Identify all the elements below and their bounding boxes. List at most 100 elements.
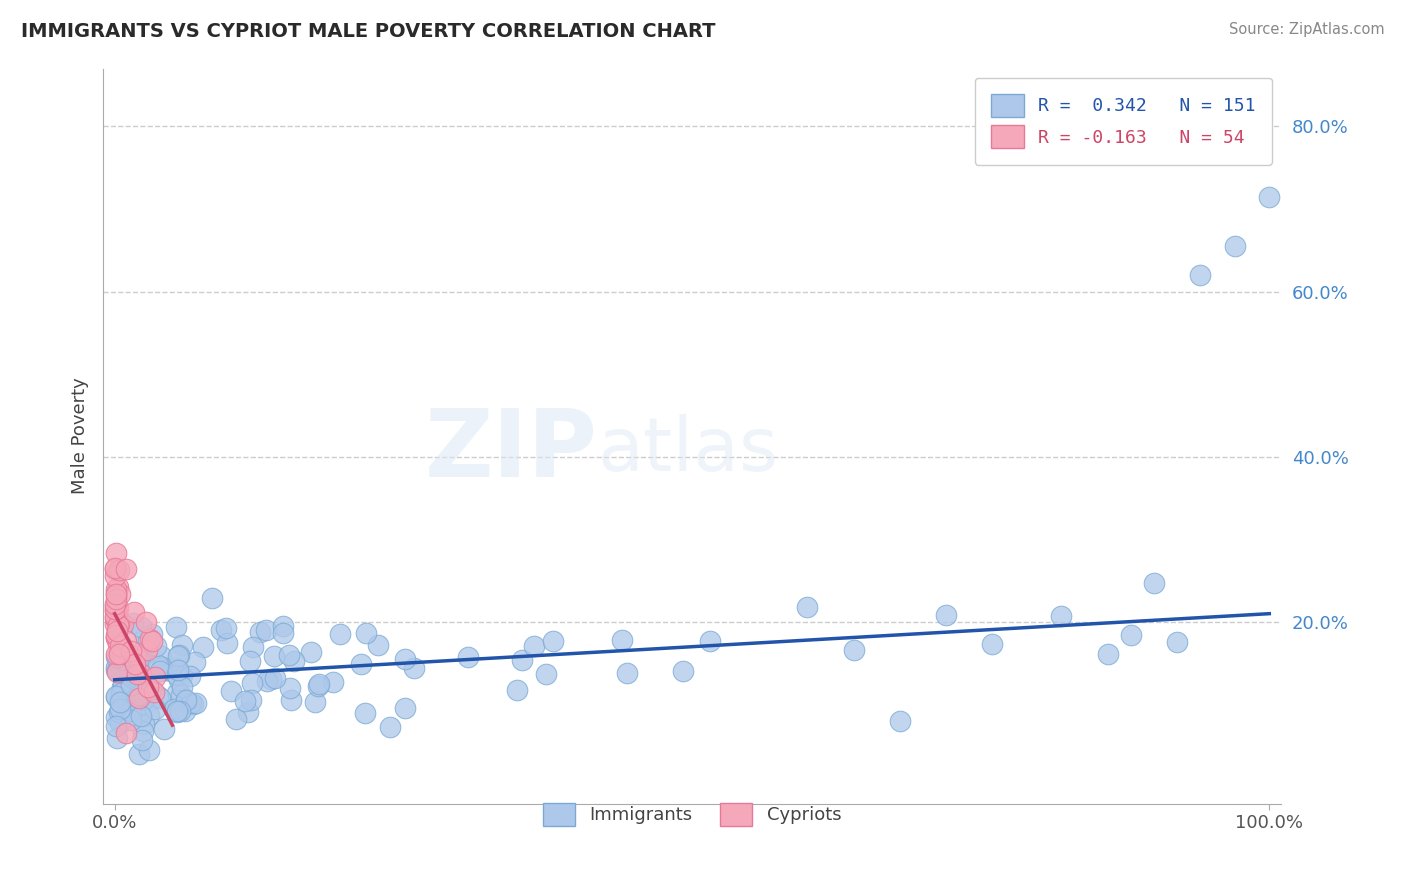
Point xyxy=(249,624,271,639)
Point xyxy=(235,694,257,708)
Point xyxy=(350,657,373,672)
Point xyxy=(128,747,150,761)
Point xyxy=(108,639,131,653)
Point xyxy=(121,694,143,708)
Point xyxy=(506,683,529,698)
Point xyxy=(225,713,247,727)
Point xyxy=(104,569,127,583)
Point xyxy=(146,658,169,673)
Point xyxy=(329,627,352,641)
Point xyxy=(263,648,285,663)
Point xyxy=(139,682,162,697)
Point xyxy=(132,724,155,739)
Point xyxy=(108,563,131,577)
Point xyxy=(1223,239,1246,253)
Point xyxy=(105,650,128,665)
Point xyxy=(367,638,389,652)
Point xyxy=(104,591,127,606)
Point xyxy=(259,673,281,687)
Point xyxy=(149,691,172,706)
Point xyxy=(174,694,197,708)
Point xyxy=(135,615,157,629)
Point xyxy=(179,669,201,683)
Point xyxy=(120,668,142,682)
Point xyxy=(104,599,127,613)
Point xyxy=(110,686,132,700)
Point xyxy=(169,704,191,718)
Point xyxy=(136,680,159,694)
Point xyxy=(242,640,264,655)
Point xyxy=(307,679,329,693)
Point xyxy=(104,648,127,662)
Point xyxy=(107,580,129,594)
Point xyxy=(128,688,150,702)
Text: IMMIGRANTS VS CYPRIOT MALE POVERTY CORRELATION CHART: IMMIGRANTS VS CYPRIOT MALE POVERTY CORRE… xyxy=(21,22,716,41)
Point xyxy=(541,634,564,648)
Point xyxy=(111,642,134,657)
Point xyxy=(167,648,190,662)
Point xyxy=(172,668,194,682)
Point xyxy=(104,587,127,601)
Point xyxy=(131,733,153,747)
Point xyxy=(354,706,377,721)
Point xyxy=(842,643,865,657)
Point xyxy=(159,665,181,679)
Point xyxy=(149,665,172,679)
Point xyxy=(111,680,134,694)
Point xyxy=(219,684,242,698)
Point xyxy=(166,705,188,719)
Point xyxy=(107,601,129,615)
Point xyxy=(104,609,127,624)
Point xyxy=(104,604,127,618)
Point xyxy=(139,693,162,707)
Point xyxy=(105,606,128,620)
Point xyxy=(184,696,207,710)
Point xyxy=(1258,189,1281,203)
Point xyxy=(115,562,138,576)
Point xyxy=(155,663,177,677)
Point xyxy=(394,701,416,715)
Point xyxy=(457,650,479,665)
Point xyxy=(104,546,127,560)
Point xyxy=(1188,268,1211,282)
Point xyxy=(105,664,128,678)
Point xyxy=(256,674,278,689)
Point xyxy=(132,717,155,731)
Point xyxy=(143,670,166,684)
Point xyxy=(104,616,127,631)
Point xyxy=(1097,647,1119,661)
Point xyxy=(104,611,127,625)
Point xyxy=(120,704,142,718)
Point xyxy=(128,654,150,668)
Point xyxy=(935,607,957,622)
Point xyxy=(129,620,152,634)
Point xyxy=(167,648,190,663)
Point xyxy=(143,702,166,716)
Point xyxy=(510,653,533,667)
Point xyxy=(165,661,187,675)
Point xyxy=(105,690,128,704)
Point xyxy=(141,633,163,648)
Legend: Immigrants, Cypriots: Immigrants, Cypriots xyxy=(534,794,851,835)
Point xyxy=(1143,576,1166,591)
Point xyxy=(107,618,129,632)
Point xyxy=(105,624,128,639)
Point xyxy=(150,648,173,663)
Point xyxy=(136,642,159,657)
Point xyxy=(1050,609,1073,624)
Point xyxy=(215,621,238,635)
Point xyxy=(127,666,149,681)
Point xyxy=(280,693,302,707)
Point xyxy=(145,640,167,654)
Point xyxy=(889,714,911,728)
Point xyxy=(184,655,207,669)
Point xyxy=(301,645,323,659)
Point xyxy=(181,697,204,711)
Point xyxy=(672,664,695,678)
Point xyxy=(134,629,156,643)
Point xyxy=(108,696,131,710)
Point xyxy=(165,620,187,634)
Point xyxy=(125,648,148,663)
Point xyxy=(170,638,193,652)
Point xyxy=(239,692,262,706)
